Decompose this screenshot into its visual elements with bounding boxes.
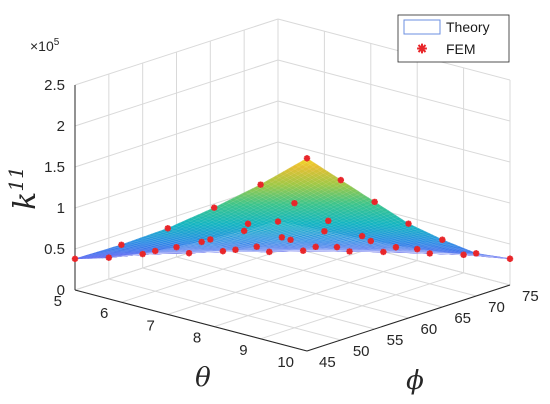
grid-line — [260, 272, 464, 340]
fem-marker — [198, 238, 205, 246]
fem-marker — [287, 236, 294, 244]
fem-marker — [257, 181, 264, 188]
fem-marker — [240, 227, 248, 235]
grid-line — [277, 59, 511, 122]
fem-marker — [219, 247, 227, 255]
y-axis-line — [306, 284, 511, 352]
x-tick-label: 8 — [193, 330, 201, 347]
grid-line — [176, 256, 409, 319]
x-tick-label: 9 — [239, 342, 247, 359]
grid-line — [214, 260, 418, 328]
fem-marker — [71, 255, 79, 263]
z-tick-label: 2 — [57, 118, 65, 135]
fem-marker — [105, 254, 113, 261]
x-tick-label: 5 — [54, 293, 62, 310]
grid-line — [277, 100, 511, 163]
fem-marker — [139, 250, 146, 258]
fem-marker — [173, 243, 180, 251]
fem-marker — [253, 243, 260, 250]
fem-marker — [358, 232, 366, 240]
fem-marker — [232, 246, 239, 253]
legend[interactable]: Theory FEM — [397, 14, 510, 63]
fem-marker — [274, 218, 282, 225]
fem-marker — [321, 228, 328, 235]
z-axis-exponent: ×105 — [30, 37, 60, 54]
fem-marker — [414, 245, 421, 253]
y-axis-label: ϕ — [406, 366, 424, 396]
grid-lines — [74, 18, 511, 352]
x-tick-label: 7 — [146, 317, 154, 334]
fem-marker — [333, 243, 341, 251]
fem-marker — [405, 220, 412, 227]
fem-marker — [371, 198, 378, 206]
x-axis-label: θ — [195, 363, 211, 393]
y-tick-label: 75 — [522, 288, 539, 305]
fem-marker — [185, 249, 193, 257]
fem-marker — [460, 251, 467, 258]
fem-marker — [299, 247, 307, 254]
fem-marker — [207, 236, 214, 243]
fem-marker — [472, 250, 480, 257]
fem-marker — [392, 244, 400, 251]
z-tick-label: 1.5 — [44, 159, 65, 176]
fem-marker — [291, 199, 298, 207]
legend-fem-marker — [417, 43, 427, 54]
y-tick-label: 45 — [319, 354, 336, 371]
grid-line — [108, 278, 341, 341]
legend-theory-label: Theory — [446, 19, 490, 35]
y-tick-label: 60 — [421, 321, 438, 338]
grid-line — [167, 247, 371, 315]
y-tick-label: 65 — [454, 310, 471, 327]
legend-fem-label: FEM — [446, 41, 476, 57]
grid-line — [142, 267, 375, 330]
fem-marker — [244, 220, 252, 227]
fem-marker — [278, 234, 286, 241]
grid-line — [210, 245, 443, 308]
y-tick-label: 70 — [488, 299, 505, 316]
fem-marker — [346, 248, 353, 255]
y-tick-label: 50 — [353, 343, 370, 360]
theory-surface — [74, 157, 511, 260]
fem-marker — [118, 241, 125, 248]
fem-marker — [152, 247, 159, 255]
z-tick-label: 1 — [57, 200, 65, 217]
fem-marker — [439, 236, 446, 243]
legend-theory-swatch — [403, 19, 441, 35]
x-axis-line — [74, 289, 308, 352]
z-tick-label: 2.5 — [44, 77, 65, 94]
fem-marker — [303, 155, 311, 162]
fem-marker — [211, 204, 218, 211]
x-tick-label: 6 — [100, 305, 108, 322]
z-axis-label: k11 — [4, 166, 43, 210]
z-tick-label: 0.5 — [44, 241, 65, 258]
fem-marker — [312, 243, 319, 251]
x-tick-label: 10 — [277, 354, 294, 371]
fem-marker — [325, 217, 332, 225]
fem-marker — [367, 237, 374, 245]
y-tick-label: 55 — [387, 332, 404, 349]
fem-marker — [380, 248, 387, 256]
fem-marker — [426, 250, 433, 257]
fem-marker — [506, 255, 514, 262]
fem-marker — [164, 225, 171, 232]
fem-marker — [337, 176, 345, 184]
fem-marker — [266, 248, 273, 256]
grid-line — [277, 18, 511, 81]
grid-line — [277, 141, 511, 204]
